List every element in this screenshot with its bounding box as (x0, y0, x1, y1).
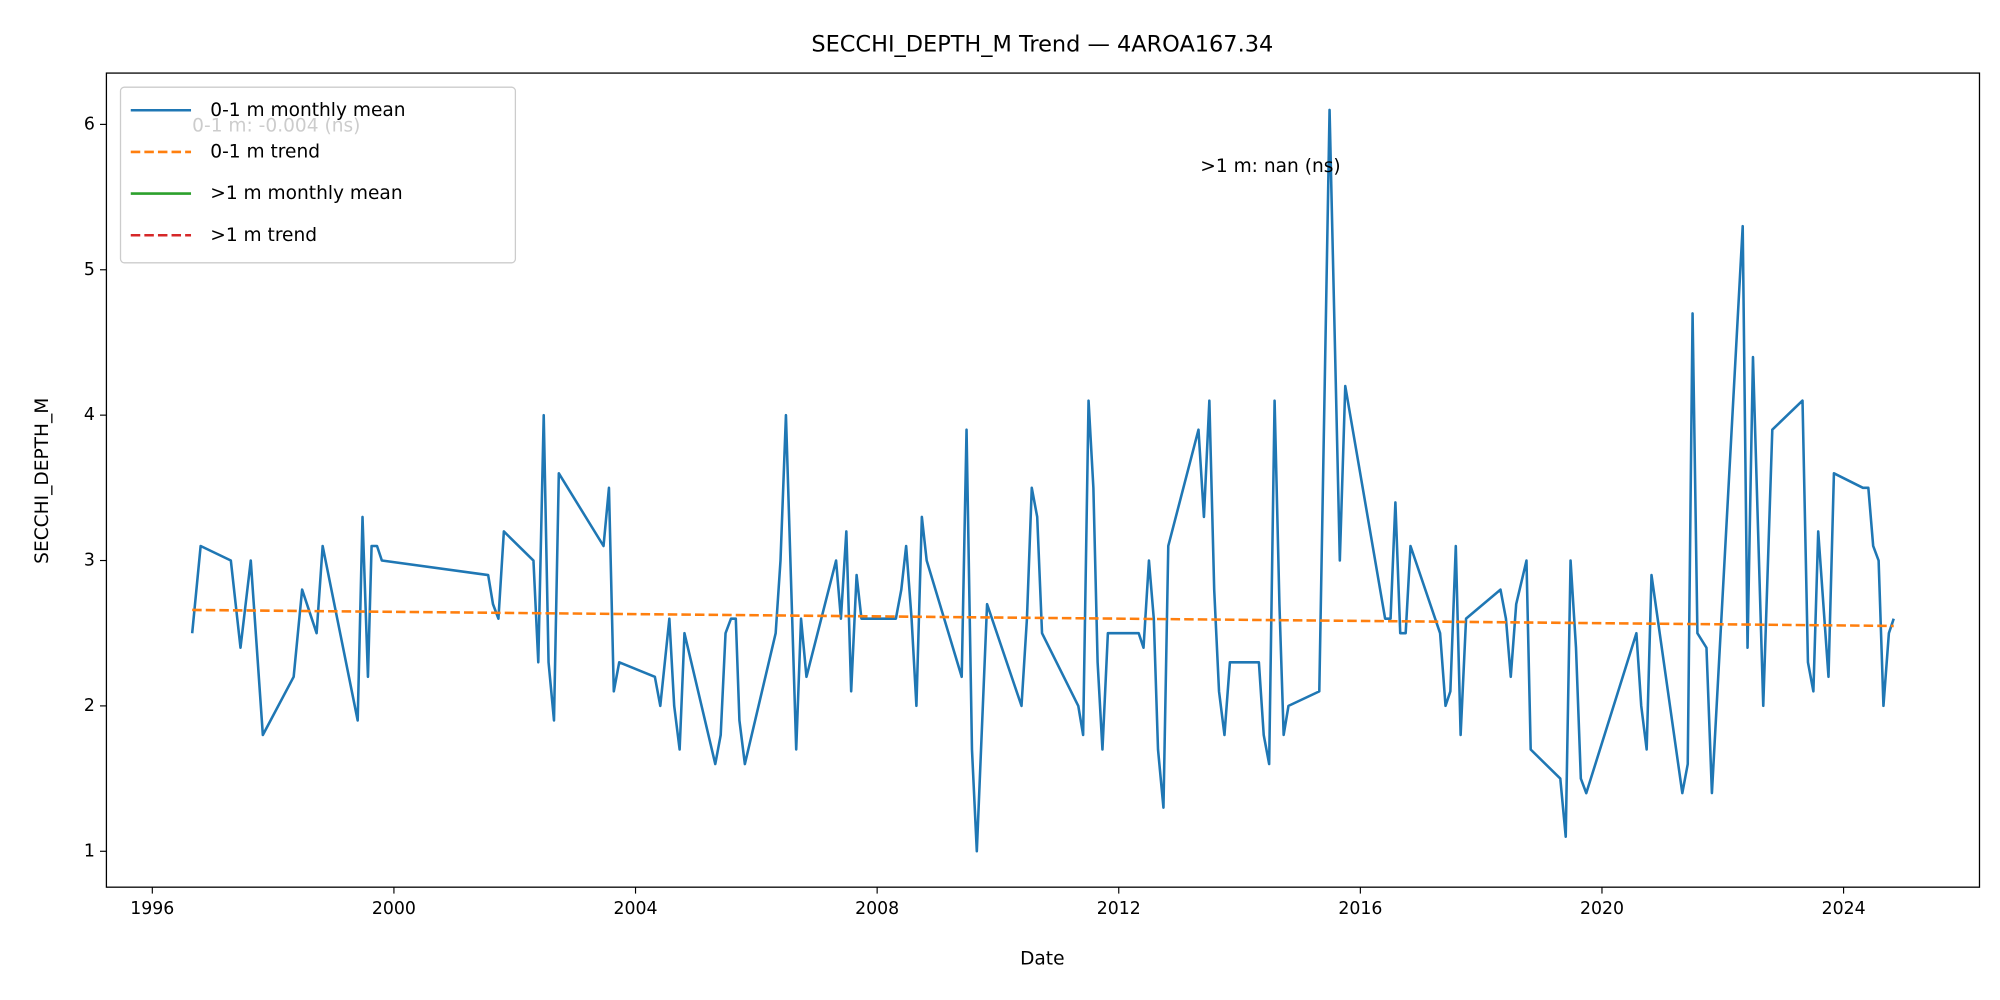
x-tick-label: 2008 (855, 899, 899, 919)
y-tick-label: 2 (84, 696, 95, 716)
x-tick-label: 2024 (1822, 899, 1866, 919)
legend-label: >1 m monthly mean (210, 183, 402, 204)
legend: 0-1 m monthly mean 0-1 m trend >1 m monthl… (119, 86, 517, 264)
x-tick-label: 2016 (1338, 899, 1382, 919)
x-tick-label: 2012 (1097, 899, 1141, 919)
x-tick-label: 2000 (372, 899, 416, 919)
legend-label: 0-1 m monthly mean (210, 100, 405, 121)
y-tick-label: 4 (84, 405, 95, 425)
legend-label: 0-1 m trend (210, 141, 320, 162)
y-tick-label: 1 (84, 841, 95, 861)
trend-line (192, 608, 1894, 628)
x-tick-label: 2004 (614, 899, 658, 919)
annotation: >1 m: nan (ns) (1200, 156, 1340, 177)
y-tick-label: 6 (84, 114, 95, 134)
axes-frame (105, 72, 1981, 888)
plot-area: 1996 2000 2004 2008 2012 2016 2020 2024 1 2 3 4 5 6 0-… (84, 72, 1981, 919)
y-tick-label: 3 (84, 551, 95, 571)
x-tick-label: 1996 (130, 899, 174, 919)
chart-title: SECCHI_DEPTH_M Trend — 4AROA167.34 (811, 31, 1273, 57)
legend-box (119, 86, 517, 264)
data-line (190, 108, 1895, 853)
y-axis-label: SECCHI_DEPTH_M (32, 398, 53, 564)
x-tick-label: 2020 (1580, 899, 1624, 919)
legend-label: >1 m trend (210, 225, 317, 246)
x-axis-label: Date (1020, 948, 1064, 969)
y-tick-label: 5 (84, 260, 95, 280)
